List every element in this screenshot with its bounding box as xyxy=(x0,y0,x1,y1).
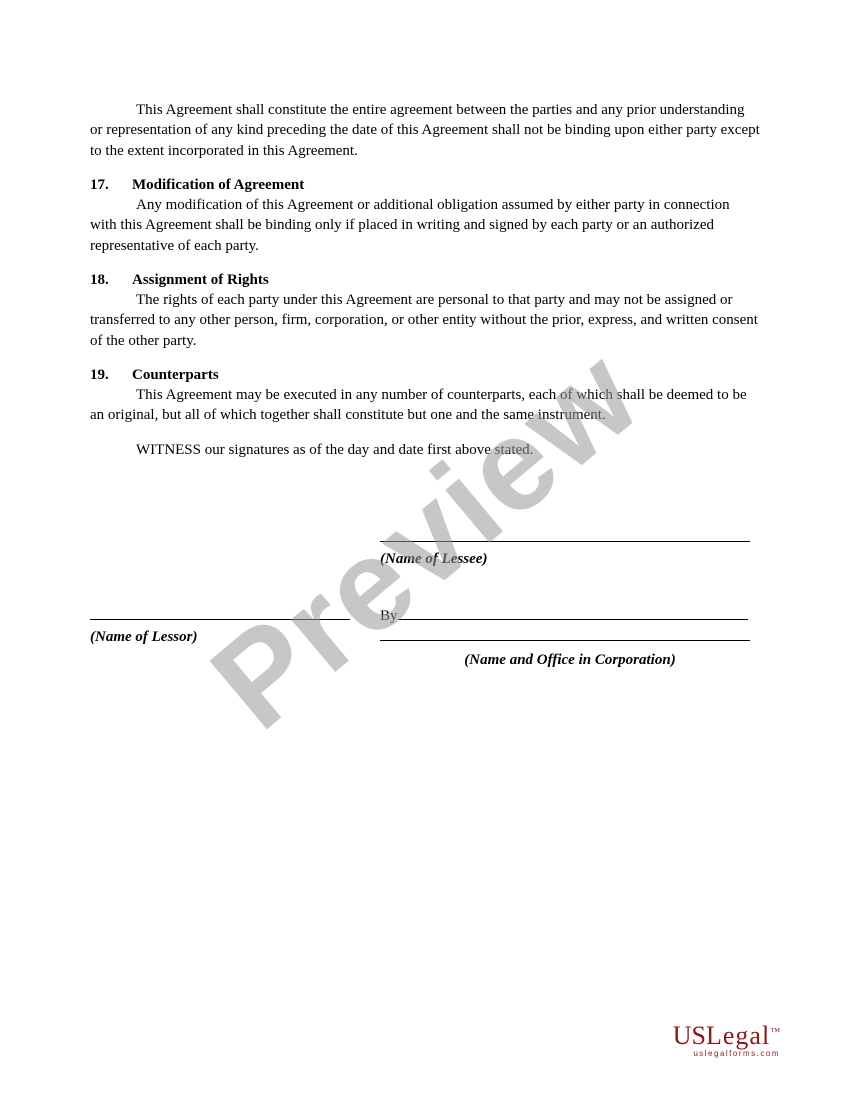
logo-us: US xyxy=(673,1021,706,1050)
lessor-signature-line xyxy=(90,619,350,620)
logo-legal: Legal xyxy=(706,1021,770,1050)
section-17-head: 17.Modification of Agreement xyxy=(90,175,760,195)
document-page: This Agreement shall constitute the enti… xyxy=(0,0,850,1100)
section-18-num: 18. xyxy=(90,270,132,290)
section-19-head: 19.Counterparts xyxy=(90,365,760,385)
section-18-head: 18.Assignment of Rights xyxy=(90,270,760,290)
witness-line: WITNESS our signatures as of the day and… xyxy=(90,440,760,460)
corp-signature-line xyxy=(380,640,750,641)
logo-text: USLegal™ xyxy=(673,1021,780,1051)
section-19-title: Counterparts xyxy=(132,367,219,383)
lessee-signature-line xyxy=(380,541,750,542)
section-17-body: Any modification of this Agreement or ad… xyxy=(90,195,760,256)
section-18-title: Assignment of Rights xyxy=(132,272,269,288)
section-17-num: 17. xyxy=(90,175,132,195)
footer-logo: USLegal™ uslegalforms.com xyxy=(673,1021,780,1058)
section-18-body: The rights of each party under this Agre… xyxy=(90,290,760,351)
section-17-title: Modification of Agreement xyxy=(132,177,304,193)
by-label: By xyxy=(380,608,398,624)
corp-label: (Name and Office in Corporation) xyxy=(380,652,760,669)
lessor-label: (Name of Lessor) xyxy=(90,629,380,646)
by-signature-line xyxy=(398,619,748,620)
lessee-label: (Name of Lessee) xyxy=(380,551,760,568)
logo-tm: ™ xyxy=(770,1026,780,1037)
signature-block: (Name of Lessee) By (Name of Lessor) (Na… xyxy=(90,530,760,669)
section-19-num: 19. xyxy=(90,365,132,385)
section-19-body: This Agreement may be executed in any nu… xyxy=(90,385,760,426)
intro-paragraph: This Agreement shall constitute the enti… xyxy=(90,100,760,161)
